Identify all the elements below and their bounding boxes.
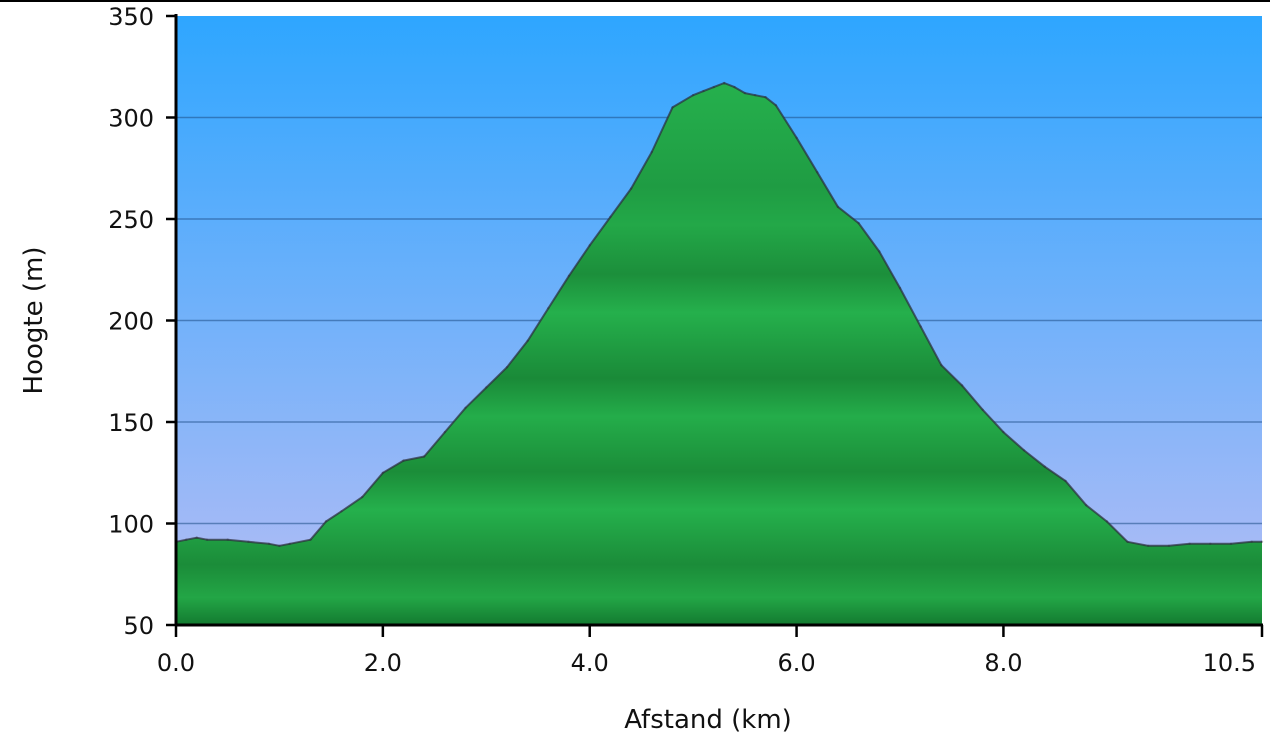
- elevation-point: [226, 538, 229, 541]
- elevation-point: [443, 430, 447, 434]
- elevation-point: [733, 85, 736, 89]
- x-axis-label: Afstand (km): [624, 705, 792, 735]
- elevation-point: [567, 274, 571, 277]
- elevation-point: [981, 408, 984, 411]
- elevation-point: [743, 91, 747, 95]
- elevation-point: [485, 386, 488, 389]
- elevation-point: [1002, 430, 1005, 434]
- elevation-point: [919, 325, 922, 328]
- elevation-area: [174, 81, 1264, 625]
- elevation-point: [1229, 542, 1233, 545]
- elevation-point: [671, 106, 674, 109]
- elevation-point: [629, 187, 633, 190]
- top-border: [0, 0, 1270, 2]
- y-tick-label: 50: [123, 612, 154, 640]
- elevation-point: [609, 215, 612, 219]
- elevation-point: [247, 540, 250, 543]
- x-tick-label: 6.0: [777, 649, 815, 677]
- elevation-point: [423, 455, 426, 458]
- y-tick-label: 200: [108, 308, 154, 336]
- elevation-point: [361, 495, 364, 499]
- y-tick-label: 250: [108, 206, 154, 234]
- elevation-point: [1260, 540, 1264, 543]
- elevation-point: [185, 538, 188, 541]
- elevation-point: [1209, 542, 1212, 545]
- y-tick-label: 350: [108, 3, 154, 31]
- elevation-point: [195, 536, 198, 539]
- elevation-point: [588, 244, 591, 247]
- elevation-point: [288, 542, 291, 545]
- x-tick-label: 2.0: [364, 649, 402, 677]
- elevation-point: [774, 104, 778, 107]
- elevation-point: [547, 307, 550, 310]
- elevation-point: [712, 85, 715, 89]
- elevation-point: [1105, 520, 1109, 523]
- elevation-point: [723, 81, 726, 85]
- elevation-point: [1022, 449, 1026, 452]
- elevation-point: [1147, 544, 1150, 547]
- x-tick-label: 8.0: [984, 649, 1022, 677]
- elevation-point: [857, 221, 860, 225]
- elevation-fill: [176, 83, 1262, 625]
- elevation-point: [381, 471, 385, 474]
- elevation-point: [816, 171, 819, 174]
- elevation-point: [324, 520, 328, 523]
- x-tick-label: 0.0: [157, 649, 195, 677]
- elevation-point: [836, 205, 840, 208]
- elevation-point: [267, 542, 271, 545]
- elevation-point: [650, 150, 653, 154]
- elevation-point: [1188, 542, 1191, 545]
- y-tick-label: 300: [108, 105, 154, 133]
- elevation-point: [960, 384, 964, 387]
- tick-labels: 50 100 150 200 250 300 350 0.0 2.0 4.0 6.0 8.0 10.5: [108, 3, 1264, 677]
- y-axis-label: Hoogte (m): [19, 247, 49, 395]
- elevation-point: [309, 538, 312, 541]
- elevation-point: [1167, 544, 1171, 547]
- y-tick-label: 150: [108, 409, 154, 437]
- elevation-point: [1085, 504, 1088, 507]
- elevation-point: [278, 544, 281, 547]
- elevation-point: [464, 406, 467, 409]
- x-tick-label: 10.5: [1203, 649, 1256, 677]
- y-tick-label: 100: [108, 511, 154, 539]
- elevation-point: [1043, 465, 1047, 468]
- elevation-point: [1250, 540, 1253, 543]
- elevation-point: [898, 286, 902, 290]
- elevation-point: [691, 94, 695, 97]
- x-tick-label: 4.0: [571, 649, 609, 677]
- elevation-point: [754, 94, 757, 97]
- elevation-point: [940, 364, 943, 367]
- elevation-point: [205, 538, 209, 541]
- elevation-point: [1126, 540, 1129, 543]
- elevation-point: [702, 89, 705, 93]
- elevation-line: [175, 82, 1262, 547]
- elevation-point: [340, 510, 343, 513]
- elevation-point: [878, 250, 881, 253]
- elevation-point: [505, 366, 509, 369]
- elevation-point: [1064, 479, 1067, 483]
- elevation-point: [795, 136, 798, 139]
- elevation-point: [526, 339, 529, 342]
- elevation-point: [402, 459, 405, 462]
- elevation-point: [764, 96, 767, 99]
